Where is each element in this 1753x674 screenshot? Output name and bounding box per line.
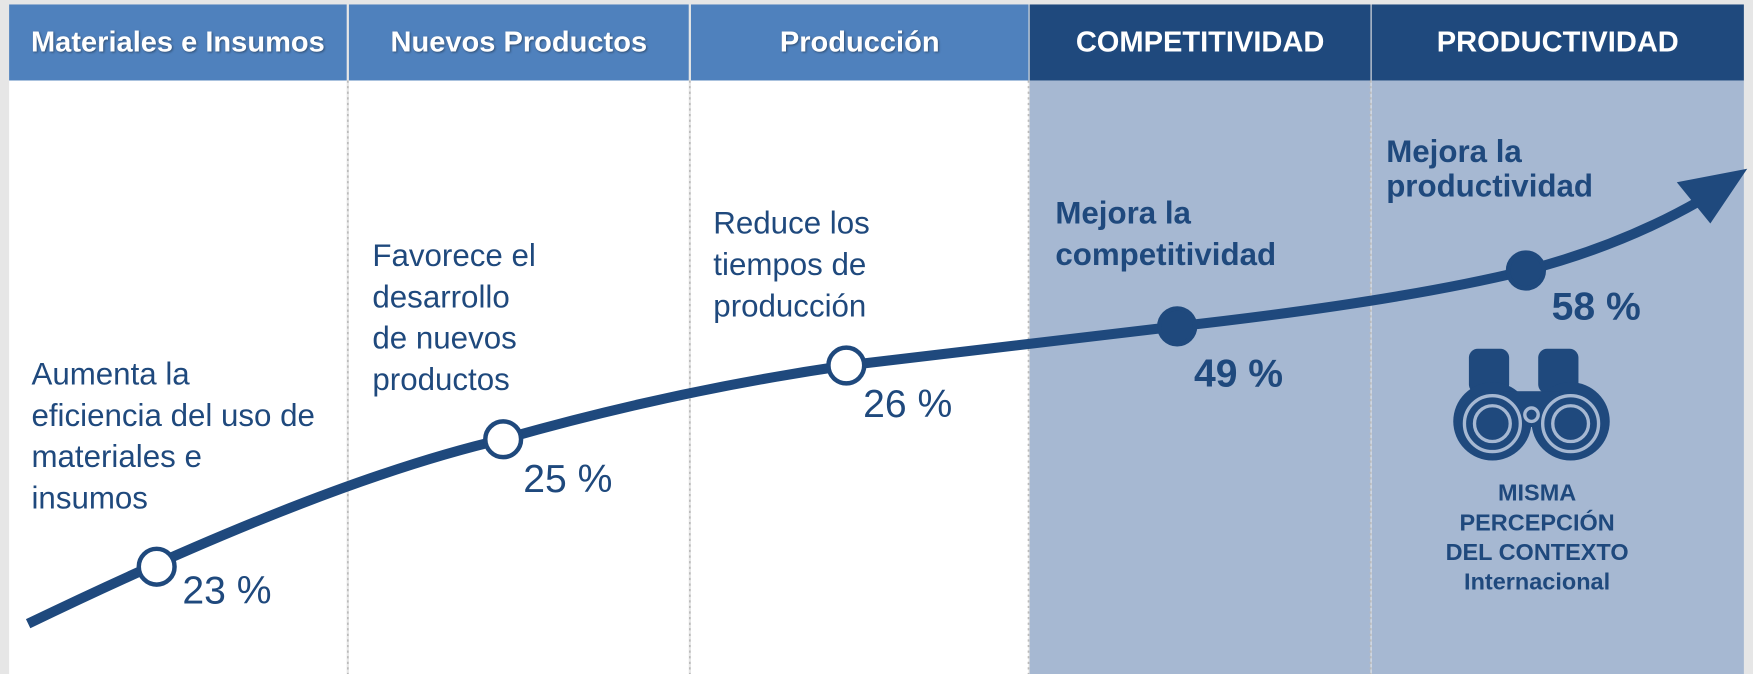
description-line: Favorece el [372,238,535,273]
note-line: DEL CONTEXTO [1446,539,1629,565]
curve-point [136,546,177,587]
description-line: Reduce los [713,206,870,241]
column-header [690,4,1029,81]
description-line: desarrollo [372,279,509,314]
description-line: productos [372,362,509,397]
curve-point [483,419,524,460]
binoculars-icon [1453,348,1610,461]
description-line: materiales e [31,439,201,474]
header-label: Nuevos Productos [391,26,648,58]
percent-label: 25 % [523,458,612,501]
description-line: tiempos de [713,247,866,282]
arrowhead [1676,168,1748,224]
description-line: producción [713,288,866,323]
header-label: COMPETITIVIDAD [1076,26,1325,58]
column-header [1371,4,1744,81]
percent-label: 49 % [1194,353,1283,396]
column-body [9,80,347,674]
description-line: de nuevos [372,321,516,356]
description-line: Mejora la [1386,134,1522,169]
percent-label: 23 % [182,570,271,613]
column-header [348,4,689,81]
note-line: MISMA [1498,480,1576,506]
percent-label: 26 % [863,383,952,426]
column-body [348,80,689,674]
description-line: Aumenta la [31,357,190,392]
header-label: PRODUCTIVIDAD [1437,26,1679,58]
column-header [1029,4,1371,81]
header-label: Materiales e Insumos [31,26,325,58]
header-label: Producción [780,26,940,58]
curve-point [1157,306,1198,347]
description-line: eficiencia del uso de [31,398,314,433]
column-body [1029,80,1371,674]
description-line: Mejora la [1055,196,1191,231]
curve-point [1505,250,1547,291]
curve-point [826,345,867,386]
note-line: PERCEPCIÓN [1459,508,1614,535]
note-line: Internacional [1464,569,1610,595]
column-header [9,4,347,81]
description-line: competitividad [1055,237,1276,272]
percent-label: 58 % [1552,286,1641,329]
description-line: productividad [1386,169,1593,204]
description-line: insumos [31,481,147,516]
